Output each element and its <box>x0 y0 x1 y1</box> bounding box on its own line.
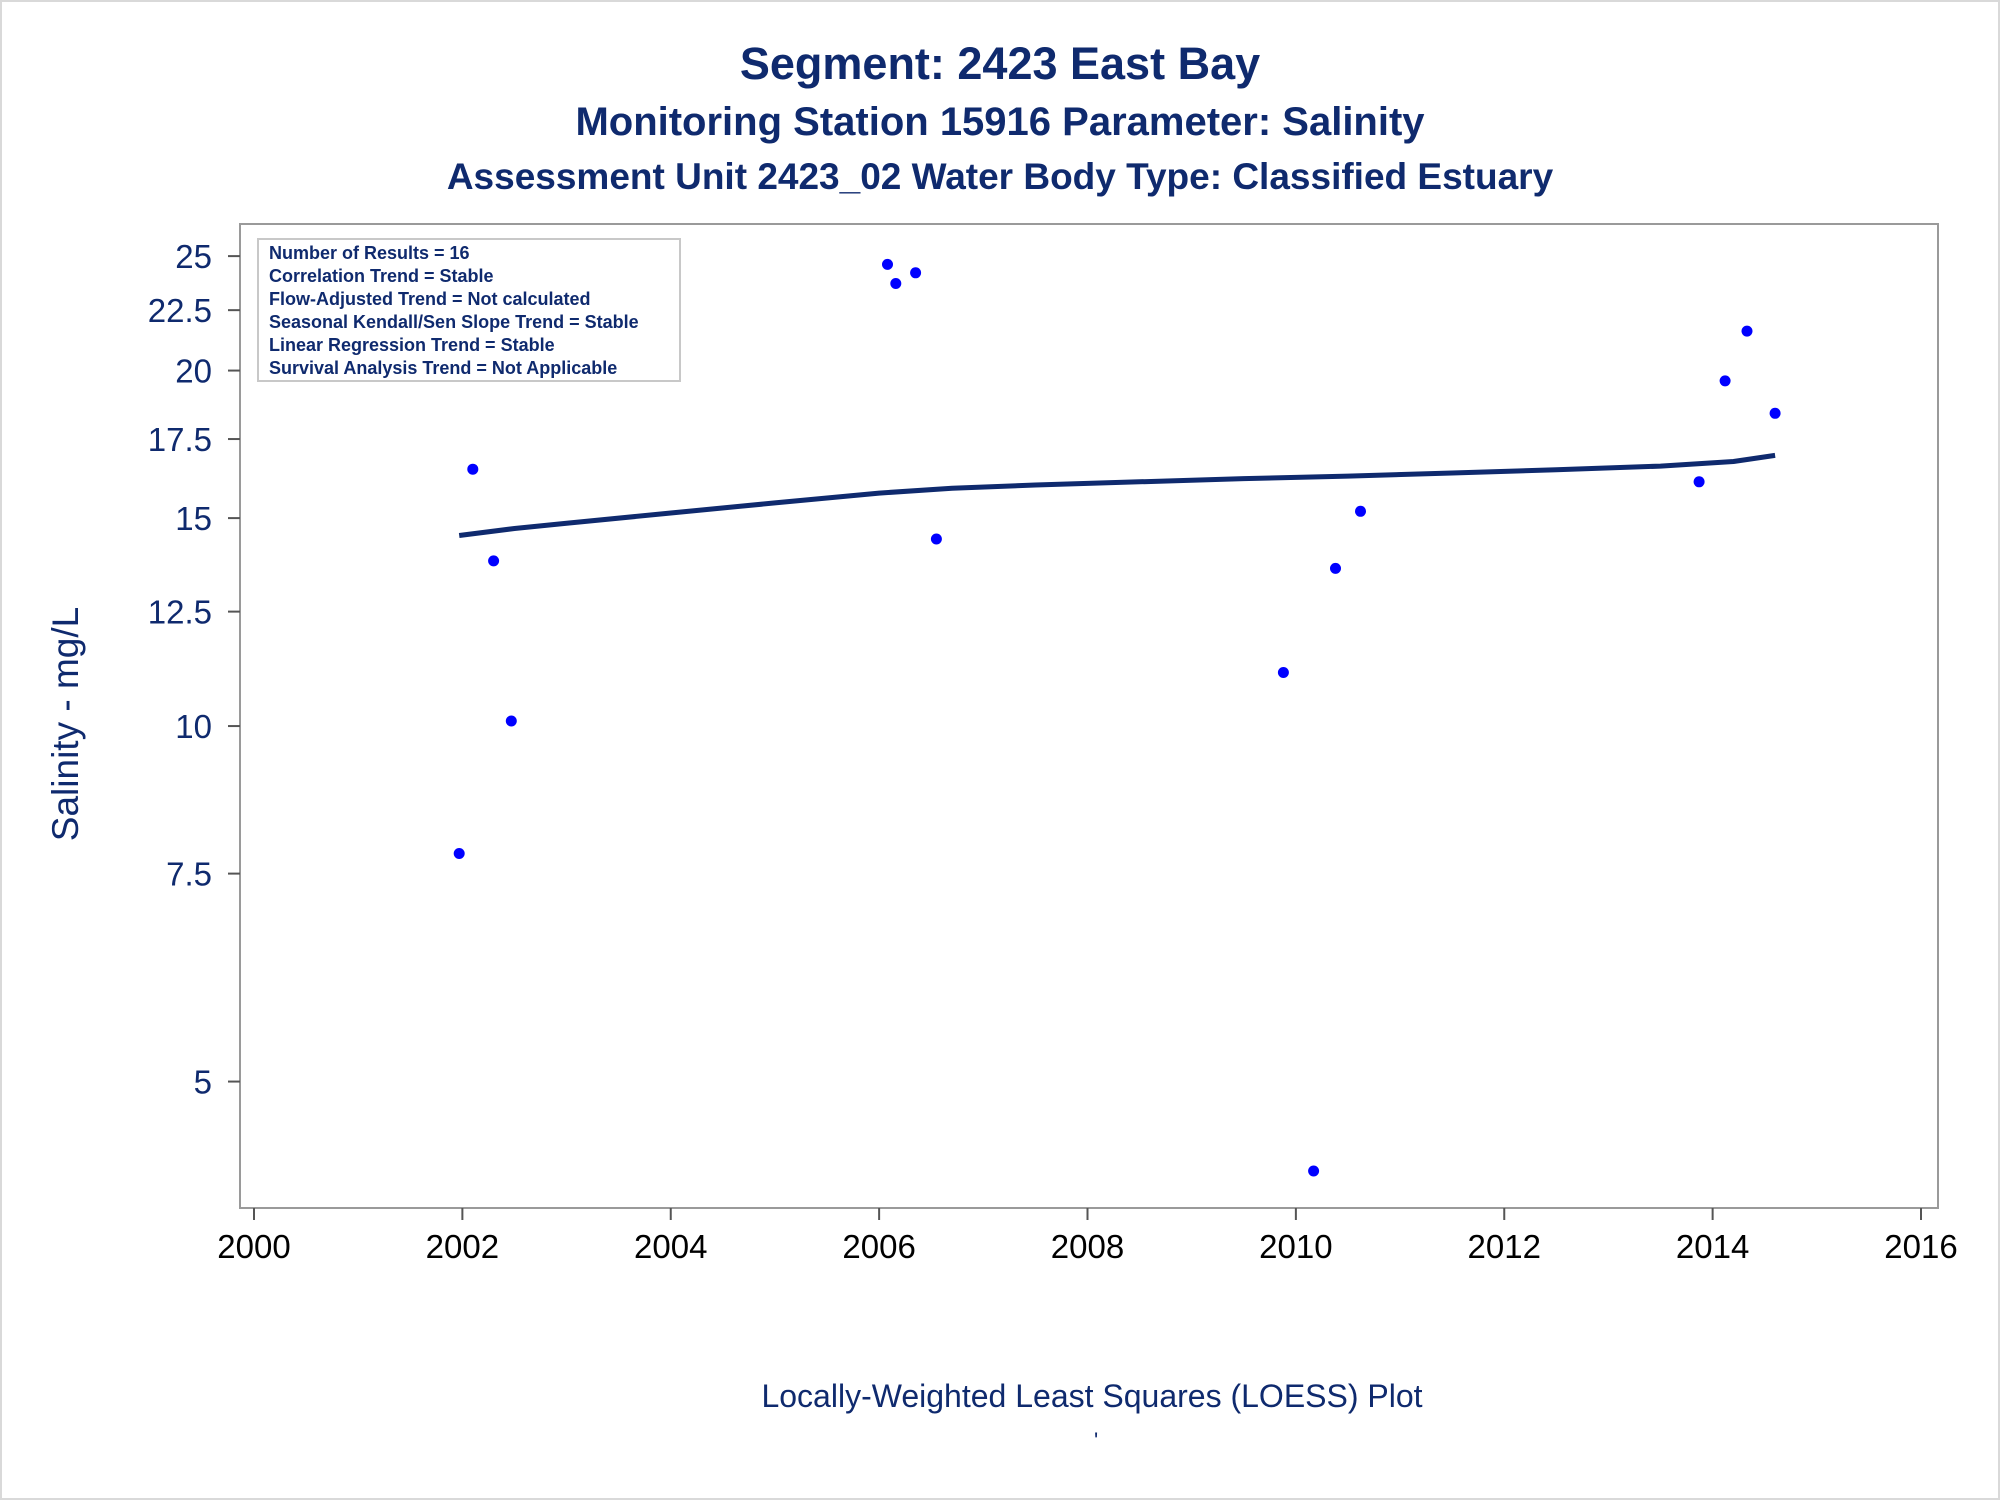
data-point <box>890 278 902 289</box>
x-tick-label: 2000 <box>217 1228 290 1265</box>
chart-title: Segment: 2423 East Bay <box>739 38 1261 89</box>
y-tick-label: 22.5 <box>148 292 212 329</box>
x-tick-label: 2010 <box>1259 1228 1332 1265</box>
y-tick-label: 15 <box>175 500 212 537</box>
x-tick-label: 2004 <box>634 1228 707 1265</box>
stats-box-line: Seasonal Kendall/Sen Slope Trend = Stabl… <box>269 312 639 332</box>
x-tick-label: 2002 <box>426 1228 499 1265</box>
data-point <box>930 533 942 545</box>
data-point <box>1693 476 1705 488</box>
x-tick-label: 2012 <box>1468 1228 1541 1265</box>
data-point <box>453 848 465 859</box>
data-point <box>1330 562 1341 574</box>
stats-box-line: Flow-Adjusted Trend = Not calculated <box>269 289 591 309</box>
x-tick-label: 2016 <box>1884 1228 1957 1265</box>
chart-subtitle-assessment: Assessment Unit 2423_02 Water Body Type:… <box>446 156 1554 197</box>
data-point <box>910 267 922 279</box>
data-point <box>1355 505 1366 517</box>
y-tick-label: 12.5 <box>148 594 212 631</box>
y-tick-label: 7.5 <box>166 856 212 893</box>
data-point <box>1277 667 1289 678</box>
plot-area <box>239 223 1939 1209</box>
chart-subtitle-station: Monitoring Station 15916 Parameter: Sali… <box>575 100 1425 144</box>
data-point <box>1741 325 1753 337</box>
stats-box-line: Linear Regression Trend = Stable <box>269 335 555 355</box>
data-point <box>1308 1165 1320 1177</box>
y-axis-label: Salinity - mg/L <box>45 607 86 841</box>
stats-box-line: Survival Analysis Trend = Not Applicable <box>269 358 617 378</box>
y-tick-label: 25 <box>175 238 212 275</box>
data-point <box>1719 375 1731 387</box>
data-point <box>488 555 500 567</box>
stats-box-line: Correlation Trend = Stable <box>269 266 494 286</box>
data-point <box>882 258 893 270</box>
x-tick-label: 2014 <box>1676 1228 1749 1265</box>
data-point <box>505 715 517 727</box>
x-tick-label: 2008 <box>1051 1228 1124 1265</box>
y-tick-label: 10 <box>175 708 212 745</box>
stats-box-line: Number of Results = 16 <box>269 243 470 263</box>
footnote-mark: ' <box>1094 1428 1099 1453</box>
loess-trend-line <box>458 452 1776 538</box>
x-tick-label: 2006 <box>842 1228 915 1265</box>
data-point <box>1769 407 1781 419</box>
y-tick-label: 20 <box>175 353 212 390</box>
stats-box <box>257 238 681 382</box>
chart-footnote: Locally-Weighted Least Squares (LOESS) P… <box>761 1378 1423 1414</box>
data-point <box>467 463 479 475</box>
y-tick-label: 5 <box>194 1064 212 1101</box>
y-tick-label: 17.5 <box>148 421 212 458</box>
